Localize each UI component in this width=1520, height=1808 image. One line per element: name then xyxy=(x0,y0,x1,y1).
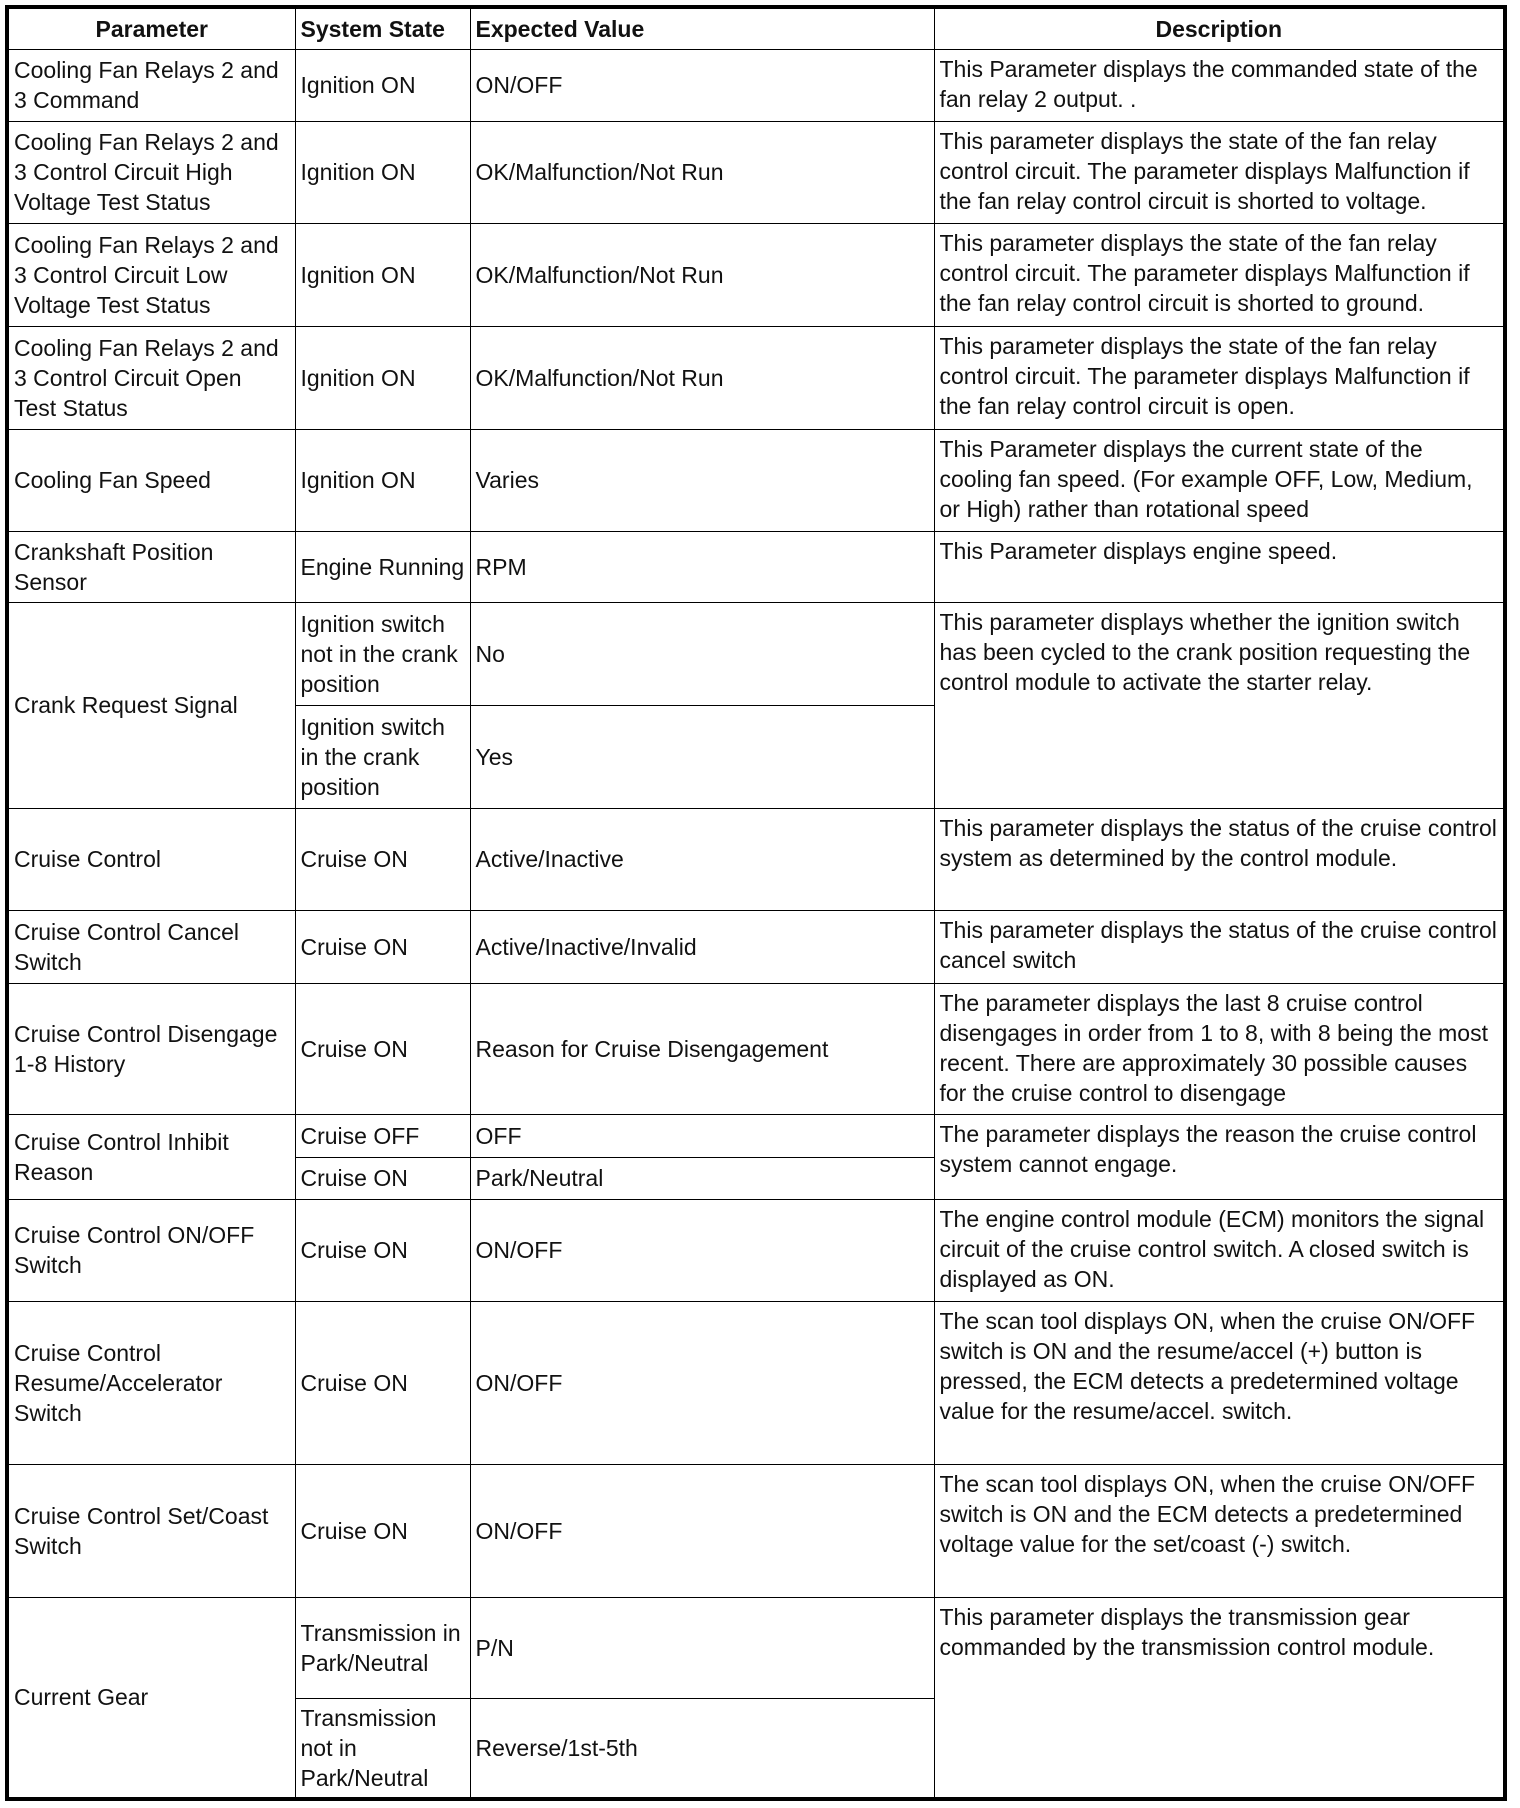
system-state-cell: Cruise ON xyxy=(294,1198,471,1302)
parameter-table: Parameter System State Expected Value De… xyxy=(5,5,1507,1801)
expected-value-cell: OFF xyxy=(469,1113,935,1158)
expected-value-cell: No xyxy=(469,601,935,706)
description-cell: The scan tool displays ON, when the crui… xyxy=(933,1463,1506,1598)
table-row: Cooling Fan Relays 2 and 3 Control Circu… xyxy=(6,222,1506,327)
table-row: Transmission not in Park/Neutral Reverse/… xyxy=(7,1697,1505,1800)
description-cell: This parameter displays the status of th… xyxy=(933,909,1506,984)
description-cell: This Parameter displays the commanded st… xyxy=(933,48,1506,122)
expected-value-cell: Reverse/1st-5th xyxy=(469,1697,935,1800)
expected-value-cell: P/N xyxy=(469,1596,935,1699)
expected-value-cell: OK/Malfunction/Not Run xyxy=(469,120,935,224)
system-state-cell: Cruise ON xyxy=(294,909,471,984)
parameter-cell: Cooling Fan Relays 2 and 3 Control Circu… xyxy=(6,120,296,224)
description-cell: This Parameter displays the current stat… xyxy=(933,428,1506,532)
expected-value-cell: ON/OFF xyxy=(469,1300,935,1465)
system-state-cell: Ignition ON xyxy=(294,325,471,430)
expected-value-cell: Reason for Cruise Disengagement xyxy=(469,982,935,1115)
parameter-cell: Cooling Fan Relays 2 and 3 Control Circu… xyxy=(6,222,296,327)
table-row: Crankshaft Position Sensor Engine Running… xyxy=(6,530,1506,603)
expected-value-cell: Active/Inactive xyxy=(469,807,935,911)
expected-value-cell: Active/Inactive/Invalid xyxy=(469,909,935,984)
description-cell: The engine control module (ECM) monitors… xyxy=(933,1198,1506,1302)
expected-value-cell: RPM xyxy=(469,530,935,603)
header-system-state: System State xyxy=(294,6,471,50)
description-cell: This parameter displays the state of the… xyxy=(933,222,1506,327)
table-row: Cruise Control Inhibit Reason Cruise OFF O… xyxy=(6,1113,1506,1200)
system-state-cell: Ignition ON xyxy=(294,222,471,327)
header-description: Description xyxy=(933,6,1506,50)
table-row: Cruise Control Resume/Accelerator Switch… xyxy=(6,1300,1506,1465)
system-state-cell: Transmission in Park/Neutral xyxy=(294,1596,471,1699)
table-row: Cruise Control Disengage 1-8 History Crui… xyxy=(6,982,1506,1115)
parameter-cell: Cruise Control Set/Coast Switch xyxy=(6,1463,296,1598)
parameter-cell: Cruise Control Resume/Accelerator Switch xyxy=(6,1300,296,1465)
header-row: Parameter System State Expected Value De… xyxy=(6,6,1506,50)
table-row: Ignition switch in the crank position Yes xyxy=(7,704,1505,809)
parameter-cell: Cooling Fan Speed xyxy=(6,428,296,532)
parameter-cell: Cruise Control ON/OFF Switch xyxy=(6,1198,296,1302)
table-row: Cruise Control Cancel Switch Cruise ON Act… xyxy=(6,909,1506,984)
description-cell: The scan tool displays ON, when the crui… xyxy=(933,1300,1506,1465)
expected-value-cell: Yes xyxy=(469,704,935,809)
parameter-cell: Cooling Fan Relays 2 and 3 Control Circu… xyxy=(6,325,296,430)
header-expected-value: Expected Value xyxy=(469,6,935,50)
table-row: Crank Request Signal Ignition switch not … xyxy=(6,601,1506,809)
parameter-cell: Cooling Fan Relays 2 and 3 Command xyxy=(6,48,296,122)
table-row: Cooling Fan Speed Ignition ON Varies This P… xyxy=(6,428,1506,532)
expected-value-cell: ON/OFF xyxy=(469,1198,935,1302)
system-state-cell: Transmission not in Park/Neutral xyxy=(294,1697,471,1800)
system-state-cell: Cruise ON xyxy=(294,1463,471,1598)
system-state-cell: Cruise ON xyxy=(294,1300,471,1465)
parameter-cell: Cruise Control Cancel Switch xyxy=(6,909,296,984)
description-cell: This parameter displays the status of th… xyxy=(933,807,1506,911)
parameter-cell: Cruise Control Disengage 1-8 History xyxy=(6,982,296,1115)
expected-value-cell: OK/Malfunction/Not Run xyxy=(469,325,935,430)
system-state-cell: Cruise ON xyxy=(294,982,471,1115)
parameter-cell: Crank Request Signal xyxy=(6,601,296,809)
expected-value-cell: Varies xyxy=(469,428,935,532)
table-row: Cruise Control Cruise ON Active/Inactive Th… xyxy=(6,807,1506,911)
description-cell: The parameter displays the last 8 cruise… xyxy=(933,982,1506,1115)
system-state-cell: Cruise OFF xyxy=(294,1113,471,1158)
system-state-cell: Ignition switch in the crank position xyxy=(294,704,471,809)
table-row: Cooling Fan Relays 2 and 3 Command Igniti… xyxy=(6,48,1506,122)
system-state-cell: Cruise ON xyxy=(294,807,471,911)
description-cell: The parameter displays the reason the cr… xyxy=(933,1113,1506,1200)
expected-value-cell: ON/OFF xyxy=(469,1463,935,1598)
parameter-cell: Current Gear xyxy=(6,1596,296,1800)
expected-value-cell: OK/Malfunction/Not Run xyxy=(469,222,935,327)
system-state-cell: Cruise ON xyxy=(294,1156,471,1200)
description-cell: This parameter displays the transmission… xyxy=(933,1596,1506,1800)
description-cell: This parameter displays the state of the… xyxy=(933,120,1506,224)
description-cell: This parameter displays the state of the… xyxy=(933,325,1506,430)
expected-value-cell: ON/OFF xyxy=(469,48,935,122)
parameter-cell: Cruise Control Inhibit Reason xyxy=(6,1113,296,1200)
system-state-cell: Ignition ON xyxy=(294,120,471,224)
system-state-cell: Engine Running xyxy=(294,530,471,603)
description-cell: This Parameter displays engine speed. xyxy=(933,530,1506,603)
system-state-cell: Ignition switch not in the crank positio… xyxy=(294,601,471,706)
header-parameter: Parameter xyxy=(6,6,296,50)
expected-value-cell: Park/Neutral xyxy=(469,1156,935,1200)
table-row: Cruise Control ON/OFF Switch Cruise ON ON/… xyxy=(6,1198,1506,1302)
parameter-cell: Crankshaft Position Sensor xyxy=(6,530,296,603)
table-row: Cooling Fan Relays 2 and 3 Control Circu… xyxy=(6,325,1506,430)
system-state-cell: Ignition ON xyxy=(294,428,471,532)
table-row: Cooling Fan Relays 2 and 3 Control Circu… xyxy=(6,120,1506,224)
table-row: Cruise Control Set/Coast Switch Cruise ON… xyxy=(6,1463,1506,1598)
parameter-cell: Cruise Control xyxy=(6,807,296,911)
description-cell: This parameter displays whether the igni… xyxy=(933,601,1506,809)
table-row: Current Gear Transmission in Park/Neutral… xyxy=(6,1596,1506,1800)
system-state-cell: Ignition ON xyxy=(294,48,471,122)
